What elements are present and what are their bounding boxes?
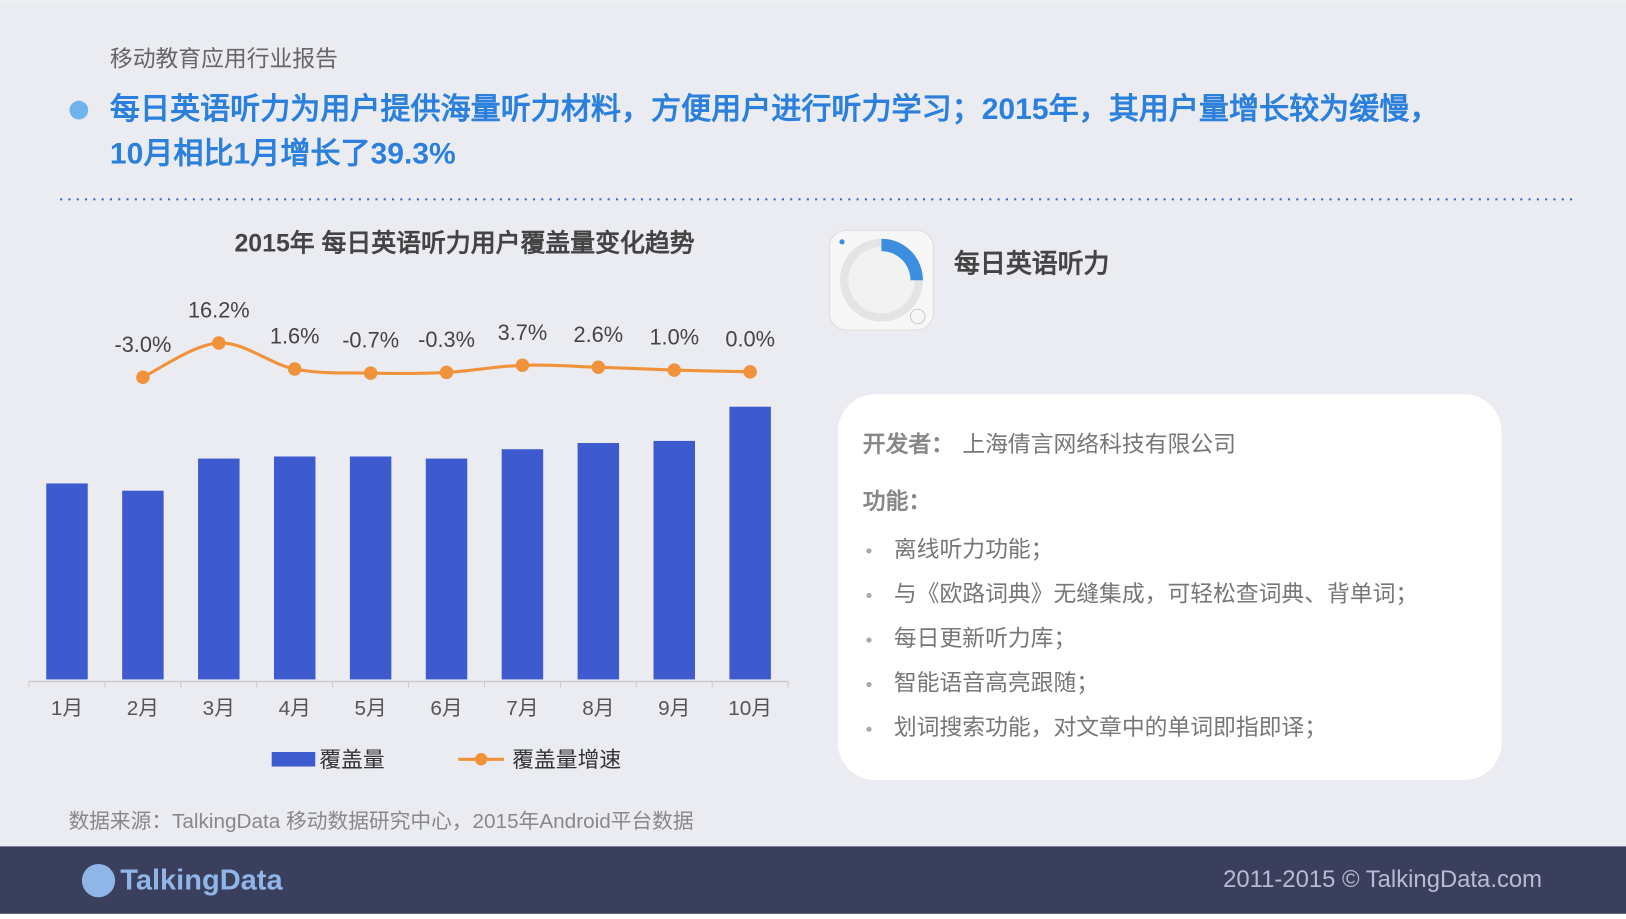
point [136,370,150,384]
source: 数据来源：TalkingData 移动数据研究中心，2015年Android平台… [68,810,693,833]
legend-swatch [474,753,488,766]
feature: 与《欧路词典》无缝集成，可轻松查词典、背单词； [894,580,1418,606]
point [743,365,757,379]
developer-label: 开发者： [863,431,954,457]
x-tick-label: 3月 [203,697,235,720]
bullet [866,637,872,643]
legend-swatch [271,752,316,767]
point [212,336,226,350]
data-label: -0.7% [342,328,399,353]
point [363,366,378,380]
data-label: 3.7% [498,320,548,345]
bar [425,458,468,680]
logo-mark [81,864,116,898]
point [515,358,530,373]
feature: 划词搜索功能，对文章中的单词即指即译； [894,714,1327,740]
bar [729,406,771,680]
bar [46,483,88,680]
bar [198,458,240,680]
bullet [866,592,872,599]
point [591,360,606,374]
bar [349,456,392,680]
x-tick-label: 1月 [51,697,83,720]
bar [273,456,316,680]
headline: 10月相比1月增长了39.3% [110,138,456,171]
x-tick-label: 4月 [279,697,311,720]
data-label: -0.3% [418,327,475,352]
chart-title: 2015年 每日英语听力用户覆盖量变化趋势 [234,229,694,258]
data-label: 0.0% [725,327,775,352]
app-icon [829,229,934,331]
feature: 智能语音高亮跟随； [894,670,1099,696]
bar [122,490,164,680]
copyright: 2011-2015 © TalkingData.com [1223,866,1542,893]
x-tick-label: 6月 [430,697,462,720]
x-tick-label: 10月 [728,697,772,720]
point [287,362,302,376]
bar [653,440,695,680]
x-tick-label: 5月 [354,697,386,720]
point [667,363,681,377]
bullet [69,100,89,120]
footer-bar [0,846,1626,914]
data-label: 1.0% [649,325,699,350]
bullet [866,548,872,554]
developer: 上海倩言网络科技有限公司 [962,431,1236,457]
headline: 每日英语听力为用户提供海量听力材料，方便用户进行听力学习；2015年，其用户量增… [110,92,1440,126]
bar [577,443,620,680]
features-label: 功能： [863,488,931,514]
data-label: 16.2% [188,298,250,323]
feature: 离线听力功能； [894,536,1054,562]
feature: 每日更新听力库； [894,625,1076,651]
data-label: -3.0% [114,332,171,357]
info-card [837,394,1502,781]
data-label: 1.6% [270,324,320,349]
x-tick-label: 2月 [127,697,159,720]
x-tick-label: 7月 [506,697,538,720]
data-label: 2.6% [574,322,624,347]
app-name: 每日英语听力 [954,249,1109,279]
bullet [866,726,872,732]
x-tick-label: 9月 [658,697,690,720]
point [439,365,454,380]
logo: TalkingData [120,864,283,896]
section-title: 移动教育应用行业报告 [110,45,338,71]
legend-label: 覆盖量 [319,747,384,772]
legend-label: 覆盖量增速 [512,747,621,772]
bullet [866,682,872,688]
bar [501,449,544,680]
x-tick-label: 8月 [582,697,614,720]
